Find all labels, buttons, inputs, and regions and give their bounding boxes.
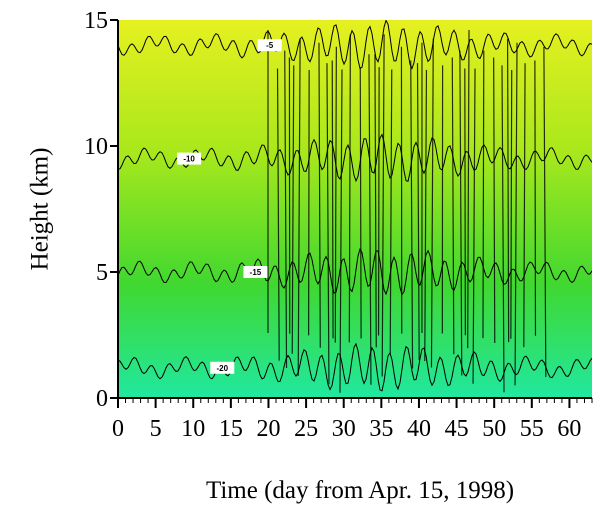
x-tick-label: 45: [445, 416, 469, 442]
streak: [326, 63, 330, 385]
y-tick-label: 5: [96, 260, 108, 286]
y-axis-label: Height (km): [27, 148, 54, 271]
streak: [381, 34, 385, 377]
y-tick-label: 10: [84, 134, 108, 160]
contour-label: -15: [250, 268, 262, 277]
streak: [297, 38, 301, 376]
streak: [416, 63, 420, 361]
streak: [368, 54, 372, 385]
plot-background: [118, 20, 592, 398]
x-tick-label: 10: [181, 416, 205, 442]
streak: [377, 67, 380, 336]
streak: [276, 68, 280, 361]
contour-line: [118, 342, 592, 392]
streak: [451, 57, 455, 355]
x-tick-label: 5: [150, 416, 162, 442]
streak: [510, 69, 513, 339]
streak: [543, 46, 547, 378]
streak: [467, 30, 470, 349]
x-tick-label: 30: [332, 416, 356, 442]
streak: [318, 42, 321, 348]
streak: [410, 60, 414, 369]
streak: [331, 60, 334, 339]
contour-line: [118, 20, 592, 70]
streak: [493, 57, 496, 343]
x-tick-label: 25: [294, 416, 318, 442]
x-tick-label: 0: [112, 416, 124, 442]
contour-label-box: [177, 152, 202, 165]
x-tick-label: 40: [407, 416, 431, 442]
streak: [348, 34, 351, 343]
contour-label: -5: [266, 41, 274, 50]
streak: [308, 69, 310, 336]
streak: [430, 38, 434, 368]
streak: [339, 69, 343, 393]
streak: [523, 63, 526, 348]
y-tick-label: 15: [84, 8, 108, 34]
x-tick-label: 15: [219, 416, 243, 442]
contour-line: [118, 247, 592, 296]
streak: [482, 50, 485, 339]
contour-label-box: [210, 361, 235, 374]
streak: [291, 65, 295, 354]
streak: [424, 69, 428, 362]
contour-label-box: [243, 266, 268, 278]
plot-area: -5 -10 -15 -20: [118, 20, 592, 393]
y-tick-label: 0: [96, 386, 108, 412]
x-tick-label: 55: [520, 416, 544, 442]
x-tick-label: 35: [369, 416, 393, 442]
streak: [534, 60, 537, 336]
streak: [459, 50, 463, 376]
contour-label: -20: [216, 364, 228, 373]
streak: [472, 68, 476, 384]
contour-label: -10: [183, 155, 195, 164]
streak: [501, 65, 505, 393]
streak: [506, 38, 510, 343]
streak: [464, 68, 466, 336]
streak: [374, 54, 377, 348]
x-tick-label: 20: [256, 416, 280, 442]
streak: [334, 46, 337, 343]
contour-line: [118, 133, 592, 183]
contour-label-box: [257, 39, 282, 52]
x-tick-label: 60: [557, 416, 581, 442]
streak: [284, 50, 288, 369]
streak: [359, 67, 362, 339]
streak: [514, 42, 518, 386]
x-axis-label: Time (day from Apr. 15, 1998): [206, 477, 514, 504]
x-tick-label: 50: [482, 416, 506, 442]
streak: [389, 69, 393, 354]
